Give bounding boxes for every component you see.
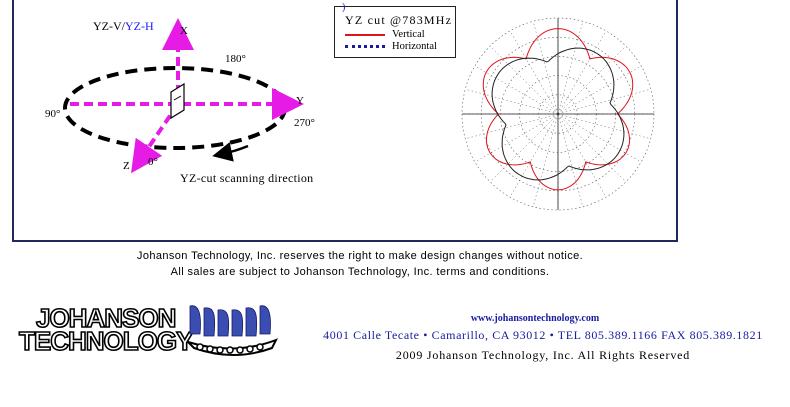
legend-vertical-label: Vertical [392,29,425,40]
polar-grid-spoke [532,21,559,115]
antenna-chip [170,82,185,120]
polar-grid-spoke [465,88,559,115]
logo-line-1: JOHANSON [35,302,177,334]
spec-frame [12,0,678,242]
legend-horizontal-label: Horizontal [392,41,437,52]
polar-grid-spoke [557,88,651,115]
polar-grid-spoke [489,113,559,183]
polar-grid-spoke [557,113,607,198]
angle-90: 90° [45,108,61,120]
axes-drawing [63,18,304,174]
disclaimer-line-1: Johanson Technology, Inc. reserves the r… [136,250,584,262]
scan-direction-label: YZ-cut scanning direction [180,171,314,185]
viking-ship-icon [187,305,279,356]
polar-grid-spoke [557,21,584,115]
cut-label: YZ-V/YZ-H [93,19,154,34]
legend-marker: ) [342,2,346,13]
polar-grid-spoke [557,45,627,115]
logo-line-2: TECHNOLOGY [18,325,194,357]
cut-label-h: YZ-H [125,19,154,33]
horizontal-pattern-curve [491,47,625,181]
polar-grid-spoke [465,113,559,140]
polar-grid-spoke [509,113,559,198]
website-line: www.johansontechnology.com [296,308,790,326]
address-line: 4001 Calle Tecate • Camarillo, CA 93012 … [323,328,763,342]
polar-grid-spoke [557,113,584,207]
legend-title: YZ cut @783MHz [345,13,453,27]
x-axis-label: X [180,25,188,37]
vertical-pattern-curve [482,28,634,191]
copyright-line: 2009 Johanson Technology, Inc. All Right… [395,348,691,362]
angle-180: 180° [225,53,246,65]
legend-horizontal: Horizontal [345,41,437,52]
vertical-swatch [345,33,385,36]
polar-grid-spoke [509,30,559,115]
polar-grid-spoke [532,113,559,207]
polar-grid-spoke [557,113,651,140]
polar-plot [461,17,655,211]
disclaimer-line-2: All sales are subject to Johanson Techno… [170,266,550,278]
z-axis-label: Z [123,160,130,172]
polar-grid-spoke [557,30,607,115]
angle-270: 270° [294,117,315,129]
polar-grid-spoke [557,65,642,115]
legend-vertical: Vertical [345,29,425,40]
legend: ) YZ cut @783MHz Vertical Horizontal [334,2,456,58]
polar-grid-spoke [474,113,559,163]
polar-grid-spoke [557,113,642,163]
y-axis-label: Y [296,95,304,107]
polar-grid-spoke [489,45,559,115]
angle-0: 0° [148,156,158,168]
z-axis-line [131,102,180,174]
polar-grid-spoke [557,113,627,183]
polar-grid-spoke [474,65,559,115]
horizontal-swatch [345,45,385,49]
scan-direction-arrow [212,142,249,162]
website-link[interactable]: www.johansontechnology.com [470,313,600,324]
cut-label-v: YZ-V/ [93,19,125,33]
